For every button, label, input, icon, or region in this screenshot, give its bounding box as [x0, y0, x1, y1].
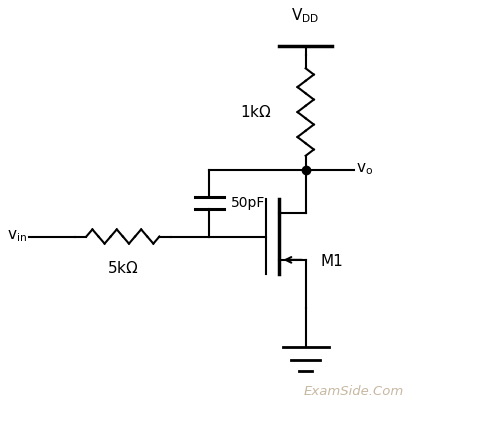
Text: M1: M1 — [319, 254, 342, 269]
Text: v$_{\mathregular{o}}$: v$_{\mathregular{o}}$ — [355, 162, 373, 177]
Text: v$_{\mathregular{in}}$: v$_{\mathregular{in}}$ — [7, 229, 27, 244]
Text: 50pF: 50pF — [230, 196, 265, 210]
Text: ExamSide.Com: ExamSide.Com — [303, 385, 403, 398]
Text: 1k$\Omega$: 1k$\Omega$ — [240, 104, 272, 120]
Text: 5k$\Omega$: 5k$\Omega$ — [107, 260, 138, 276]
Text: V$_{\mathregular{DD}}$: V$_{\mathregular{DD}}$ — [291, 6, 319, 25]
